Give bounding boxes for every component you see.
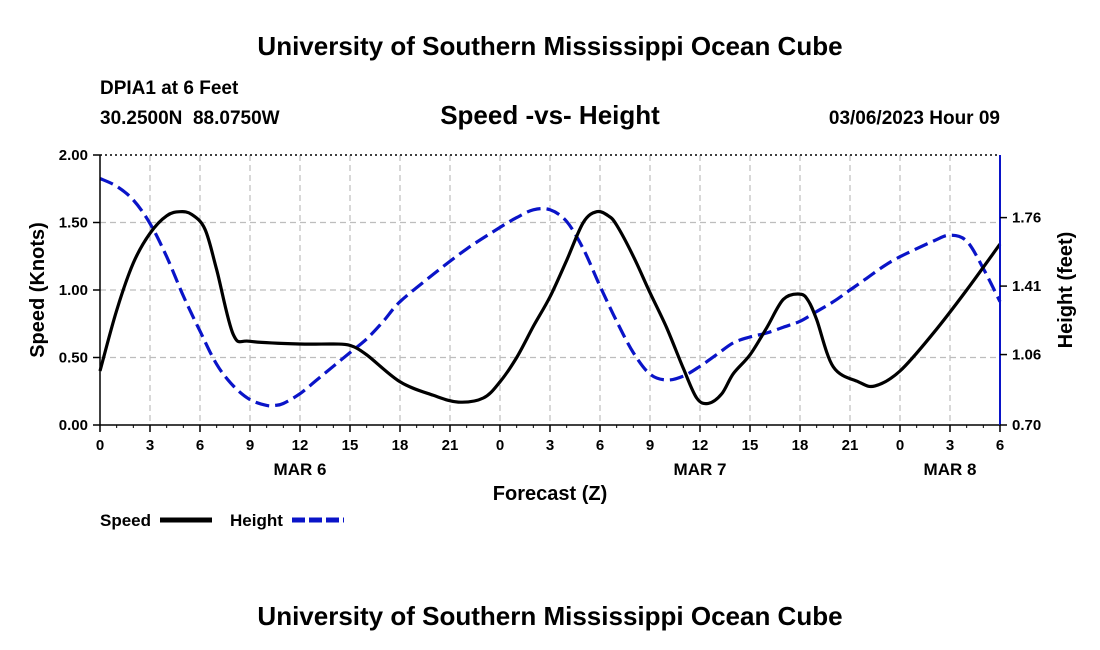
x-tick-label: 0 xyxy=(896,437,904,454)
footer-title: University of Southern Mississippi Ocean… xyxy=(257,601,842,631)
x-tick-label: 9 xyxy=(246,437,254,454)
date-label: MAR 7 xyxy=(674,460,727,479)
axes: 0 3 6 9 12 15 18 21 0 3 6 9 12 15 18 21 0 3 6 0.00 0.50 1.00 1… xyxy=(59,147,1041,479)
chart-subtitle: Speed -vs- Height xyxy=(440,100,660,130)
y2-tick-label: 0.70 xyxy=(1012,417,1041,434)
date-label: MAR 6 xyxy=(274,460,327,479)
x-tick-label: 12 xyxy=(292,437,309,454)
y-axis-label: Speed (Knots) xyxy=(27,222,49,358)
x-tick-label: 21 xyxy=(842,437,859,454)
y-tick-label: 0.50 xyxy=(59,350,88,367)
x-tick-label: 3 xyxy=(946,437,954,454)
x-tick-label: 18 xyxy=(392,437,409,454)
y-tick-label: 1.50 xyxy=(59,215,88,232)
y2-axis-label: Height (feet) xyxy=(1055,232,1077,349)
location-label: 30.2500N 88.0750W xyxy=(100,108,280,129)
date-label: MAR 8 xyxy=(924,460,977,479)
legend-speed-label: Speed xyxy=(100,511,151,530)
x-tick-label: 15 xyxy=(342,437,359,454)
x-tick-label: 0 xyxy=(496,437,504,454)
y-tick-label: 2.00 xyxy=(59,147,88,164)
timestamp-label: 03/06/2023 Hour 09 xyxy=(829,108,1000,129)
x-tick-label: 0 xyxy=(96,437,104,454)
x-tick-label: 6 xyxy=(596,437,604,454)
grid xyxy=(100,155,1000,425)
x-tick-label: 3 xyxy=(546,437,554,454)
height-line xyxy=(99,177,1002,408)
x-tick-label: 21 xyxy=(442,437,459,454)
y-tick-label: 1.00 xyxy=(59,282,88,299)
series-layer xyxy=(98,177,1002,408)
x-tick-label: 15 xyxy=(742,437,759,454)
station-label: DPIA1 at 6 Feet xyxy=(100,78,239,99)
y2-tick-label: 1.41 xyxy=(1012,278,1041,295)
x-tick-label: 6 xyxy=(196,437,204,454)
y-tick-label: 0.00 xyxy=(59,417,88,434)
speed-line xyxy=(98,209,1002,406)
chart-title: University of Southern Mississippi Ocean… xyxy=(257,31,842,61)
x-tick-label: 3 xyxy=(146,437,154,454)
x-axis-label: Forecast (Z) xyxy=(493,483,607,505)
y2-tick-label: 1.06 xyxy=(1012,347,1041,364)
x-tick-label: 12 xyxy=(692,437,709,454)
y2-tick-label: 1.76 xyxy=(1012,210,1041,227)
x-tick-label: 9 xyxy=(646,437,654,454)
x-tick-label: 18 xyxy=(792,437,809,454)
labels: University of Southern Mississippi Ocean… xyxy=(27,31,1077,631)
legend-height-label: Height xyxy=(230,511,283,530)
x-tick-label: 6 xyxy=(996,437,1004,454)
